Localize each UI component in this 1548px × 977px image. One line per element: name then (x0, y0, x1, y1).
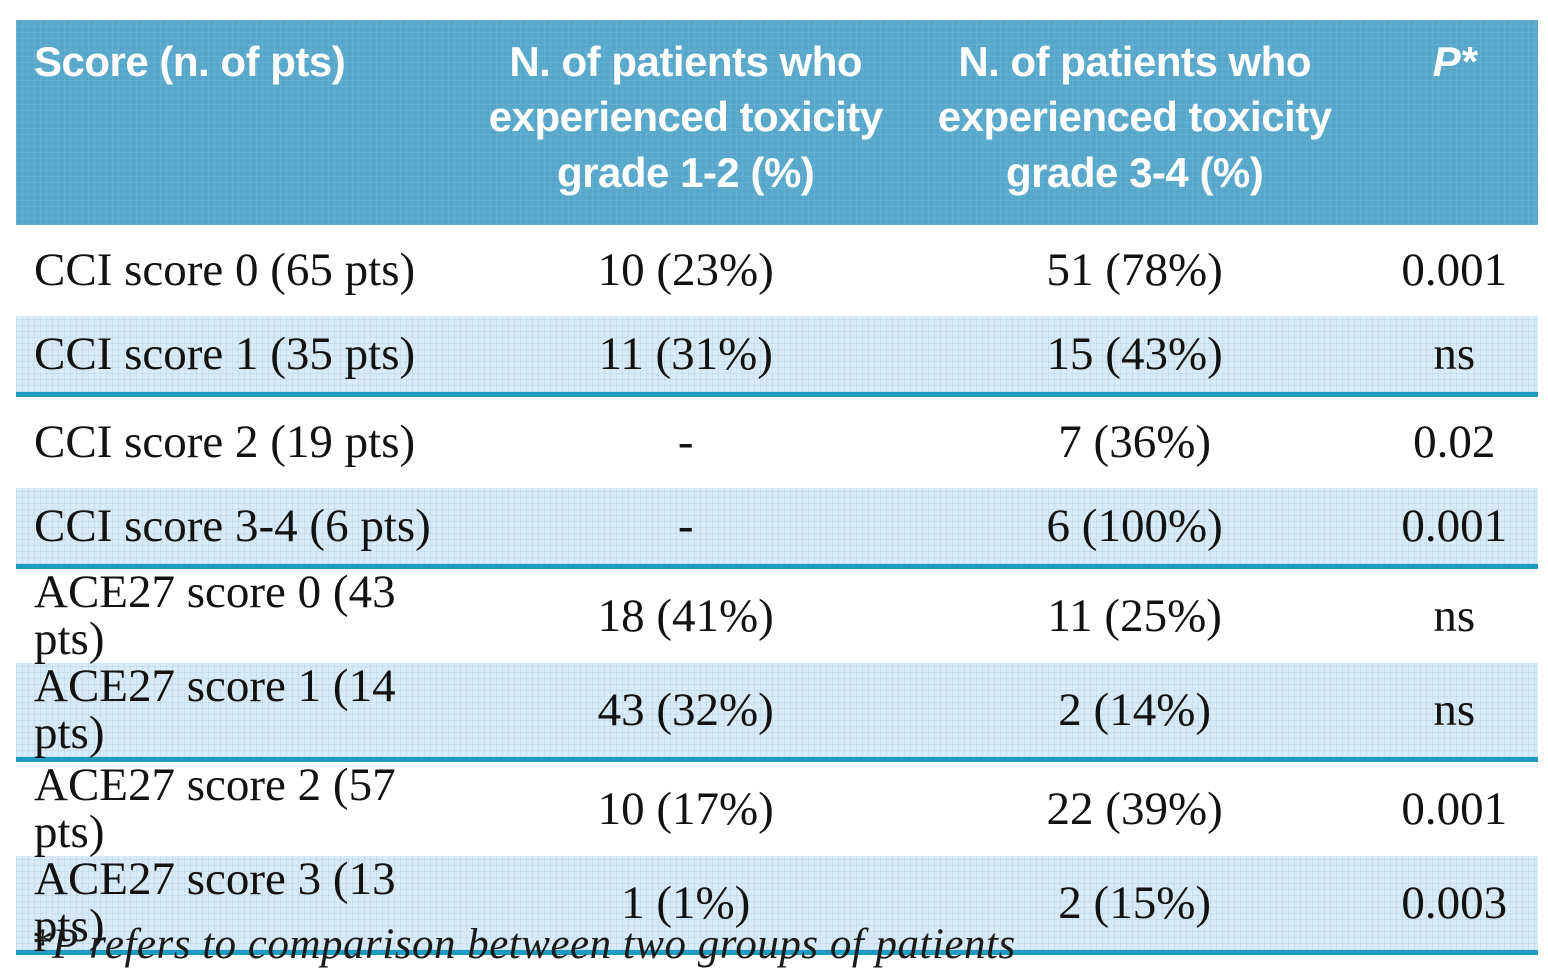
table-row: CCI score 2 (19 pts) - 7 (36%) 0.02 (16, 397, 1538, 488)
cell-grade-1-2: 10 (23%) (597, 244, 774, 296)
table-row: ACE27 score 1 (14 pts) 43 (32%) 2 (14%) … (16, 663, 1538, 762)
cell-p-value: ns (1433, 683, 1476, 736)
table-row: CCI score 1 (35 pts) 11 (31%) 15 (43%) n… (16, 316, 1538, 397)
table-row: ACE27 score 0 (43 pts) 18 (41%) 11 (25%)… (16, 569, 1538, 663)
cell-p-value: ns (1433, 589, 1476, 642)
cell-score: ACE27 score 0 (43 pts) (34, 566, 396, 665)
cell-grade-3-4: 22 (39%) (1046, 782, 1223, 835)
header-p-value: P* (1432, 38, 1477, 85)
table-row: CCI score 3-4 (6 pts) - 6 (100%) 0.001 (16, 488, 1538, 569)
header-toxicity-grade-1-2: N. of patients who experienced toxicity … (488, 38, 883, 196)
table-row: ACE27 score 2 (57 pts) 10 (17%) 22 (39%)… (16, 762, 1538, 856)
cell-score: ACE27 score 1 (14 pts) (34, 660, 396, 759)
cell-grade-1-2: 1 (1%) (621, 876, 751, 929)
cell-grade-1-2: - (677, 416, 694, 468)
cell-grade-3-4: 51 (78%) (1046, 244, 1223, 296)
cell-p-value: 0.001 (1401, 499, 1508, 552)
cell-score: CCI score 1 (35 pts) (34, 327, 416, 380)
cell-score: CCI score 0 (65 pts) (34, 244, 416, 296)
cell-grade-1-2: 18 (41%) (597, 589, 774, 642)
cell-grade-3-4: 15 (43%) (1046, 327, 1223, 380)
cell-score: CCI score 3-4 (6 pts) (34, 499, 431, 552)
cell-p-value: 0.001 (1401, 244, 1508, 296)
cell-score: CCI score 2 (19 pts) (34, 416, 416, 468)
toxicity-table: Score (n. of pts) N. of patients who exp… (16, 20, 1538, 955)
cell-grade-1-2: 10 (17%) (597, 782, 774, 835)
header-toxicity-grade-3-4: N. of patients who experienced toxicity … (937, 38, 1332, 196)
cell-grade-3-4: 7 (36%) (1058, 416, 1212, 468)
cell-score: ACE27 score 2 (57 pts) (34, 759, 396, 858)
cell-grade-3-4: 6 (100%) (1046, 499, 1223, 552)
table-header-row: Score (n. of pts) N. of patients who exp… (16, 20, 1538, 225)
cell-p-value: 0.001 (1401, 782, 1508, 835)
cell-p-value: 0.02 (1413, 416, 1496, 468)
cell-grade-3-4: 2 (15%) (1058, 876, 1212, 929)
header-score: Score (n. of pts) (34, 38, 346, 85)
cell-grade-1-2: - (677, 499, 694, 552)
cell-grade-3-4: 2 (14%) (1058, 683, 1212, 736)
cell-grade-1-2: 43 (32%) (597, 683, 774, 736)
table-row: ACE27 score 3 (13 pts) 1 (1%) 2 (15%) 0.… (16, 856, 1538, 955)
cell-p-value: 0.003 (1401, 876, 1508, 929)
cell-score: ACE27 score 3 (13 pts) (34, 853, 396, 952)
cell-grade-3-4: 11 (25%) (1047, 589, 1222, 642)
cell-grade-1-2: 11 (31%) (598, 327, 773, 380)
table-row: CCI score 0 (65 pts) 10 (23%) 51 (78%) 0… (16, 225, 1538, 316)
table-footnote: *P refers to comparison between two grou… (30, 921, 1016, 968)
cell-p-value: ns (1433, 327, 1476, 380)
